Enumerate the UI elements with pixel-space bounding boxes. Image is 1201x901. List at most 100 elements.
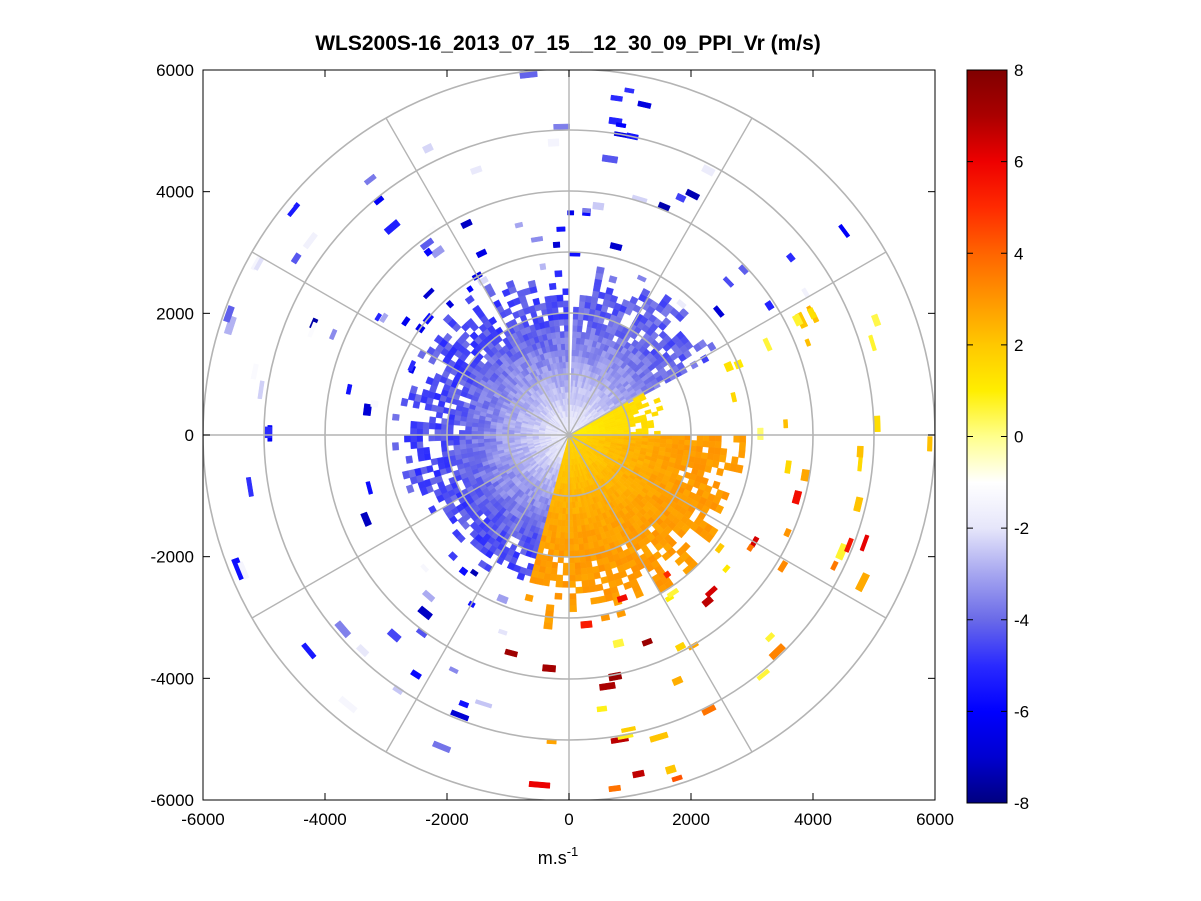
velocity-cell [553,319,560,327]
y-tick-label: 4000 [156,183,194,202]
velocity-cell [572,318,579,326]
colorbar-tick-label: 0 [1014,428,1023,447]
velocity-cell [416,421,424,429]
velocity-cell [489,437,497,443]
velocity-cell [561,349,566,357]
velocity-cell [568,544,575,552]
velocity-cell [560,343,566,351]
velocity-cell [572,513,577,521]
velocity-cell [554,270,563,278]
x-axis-label-base: m.s [538,848,567,868]
velocity-cell [458,430,466,436]
velocity-cell [562,300,570,308]
velocity-cell [678,307,690,318]
colorbar-tick-label: -2 [1014,519,1029,538]
velocity-cell [590,596,599,605]
x-tick-label: -4000 [303,810,346,829]
velocity-cell [562,562,570,570]
velocity-cell [579,561,587,569]
velocity-cell [672,434,680,440]
velocity-cell [718,454,727,463]
x-tick-label: 4000 [794,810,832,829]
velocity-cell [505,279,516,289]
velocity-cell [559,331,565,338]
velocity-cell [562,568,570,576]
y-tick-label: -2000 [151,548,194,567]
velocity-cell [559,538,565,545]
y-tick-label: 0 [185,426,194,445]
velocity-cell [571,337,577,344]
velocity-cell [573,532,579,539]
velocity-cell [583,542,590,551]
velocity-cell [469,538,480,548]
velocity-cell [708,440,716,448]
velocity-cell [430,458,439,466]
velocity-cell [609,294,619,303]
velocity-cell [641,427,649,433]
y-tick-label: -4000 [151,669,194,688]
velocity-cell [516,572,526,581]
velocity-cell [704,465,713,474]
velocity-cell [631,409,640,416]
velocity-cell [757,427,764,440]
velocity-cell [578,543,585,551]
velocity-cell [562,361,567,369]
velocity-cell [856,445,864,458]
velocity-cell [370,400,379,408]
velocity-cell [453,449,462,456]
velocity-cell [559,532,565,539]
velocity-cell [713,447,722,456]
velocity-cell [719,448,728,456]
y-tick-label: 6000 [156,61,194,80]
velocity-cell [410,420,418,429]
velocity-cell [471,442,479,448]
velocity-cell [549,573,557,582]
velocity-cell [564,538,570,546]
velocity-cell [558,544,565,552]
velocity-cell [447,551,459,562]
velocity-cell [555,580,563,588]
velocity-cell [472,304,482,315]
velocity-cell [642,402,650,409]
velocity-cell [605,287,614,296]
velocity-cell [469,529,479,539]
velocity-cell [452,439,460,446]
velocity-cell [563,550,570,558]
velocity-cell [577,537,584,545]
y-tick-label: -6000 [151,791,194,810]
velocity-cell [551,301,559,309]
velocity-cell [596,705,608,713]
colorbar-tick-label: -4 [1014,611,1029,630]
x-tick-label: -2000 [425,810,468,829]
velocity-cell [568,593,577,600]
velocity-cell [404,434,411,443]
velocity-cell [684,434,692,441]
velocity-cell [689,360,699,370]
velocity-cell [416,441,424,449]
velocity-cell [471,426,479,432]
velocity-cell [416,428,423,436]
velocity-cell [405,484,415,494]
velocity-cell [562,581,570,588]
velocity-cell [572,331,578,338]
velocity-cell [711,460,720,469]
colorbar-tick-label: -8 [1014,794,1029,813]
velocity-cell [927,436,933,452]
velocity-cell [595,266,605,275]
velocity-cell [678,434,686,441]
velocity-cell [706,341,717,352]
velocity-cell [556,226,566,232]
velocity-cell [662,293,673,304]
velocity-cell [702,434,710,442]
velocity-cell [551,561,559,569]
velocity-cell [442,332,453,343]
velocity-cell [568,581,576,588]
velocity-cell [440,429,448,436]
velocity-cell [434,423,442,430]
velocity-cell [416,447,425,456]
velocity-cell [465,439,472,445]
velocity-cell [458,434,466,440]
velocity-cell [738,449,746,459]
velocity-cell [542,664,556,673]
colorbar-tick-label: 6 [1014,153,1023,172]
